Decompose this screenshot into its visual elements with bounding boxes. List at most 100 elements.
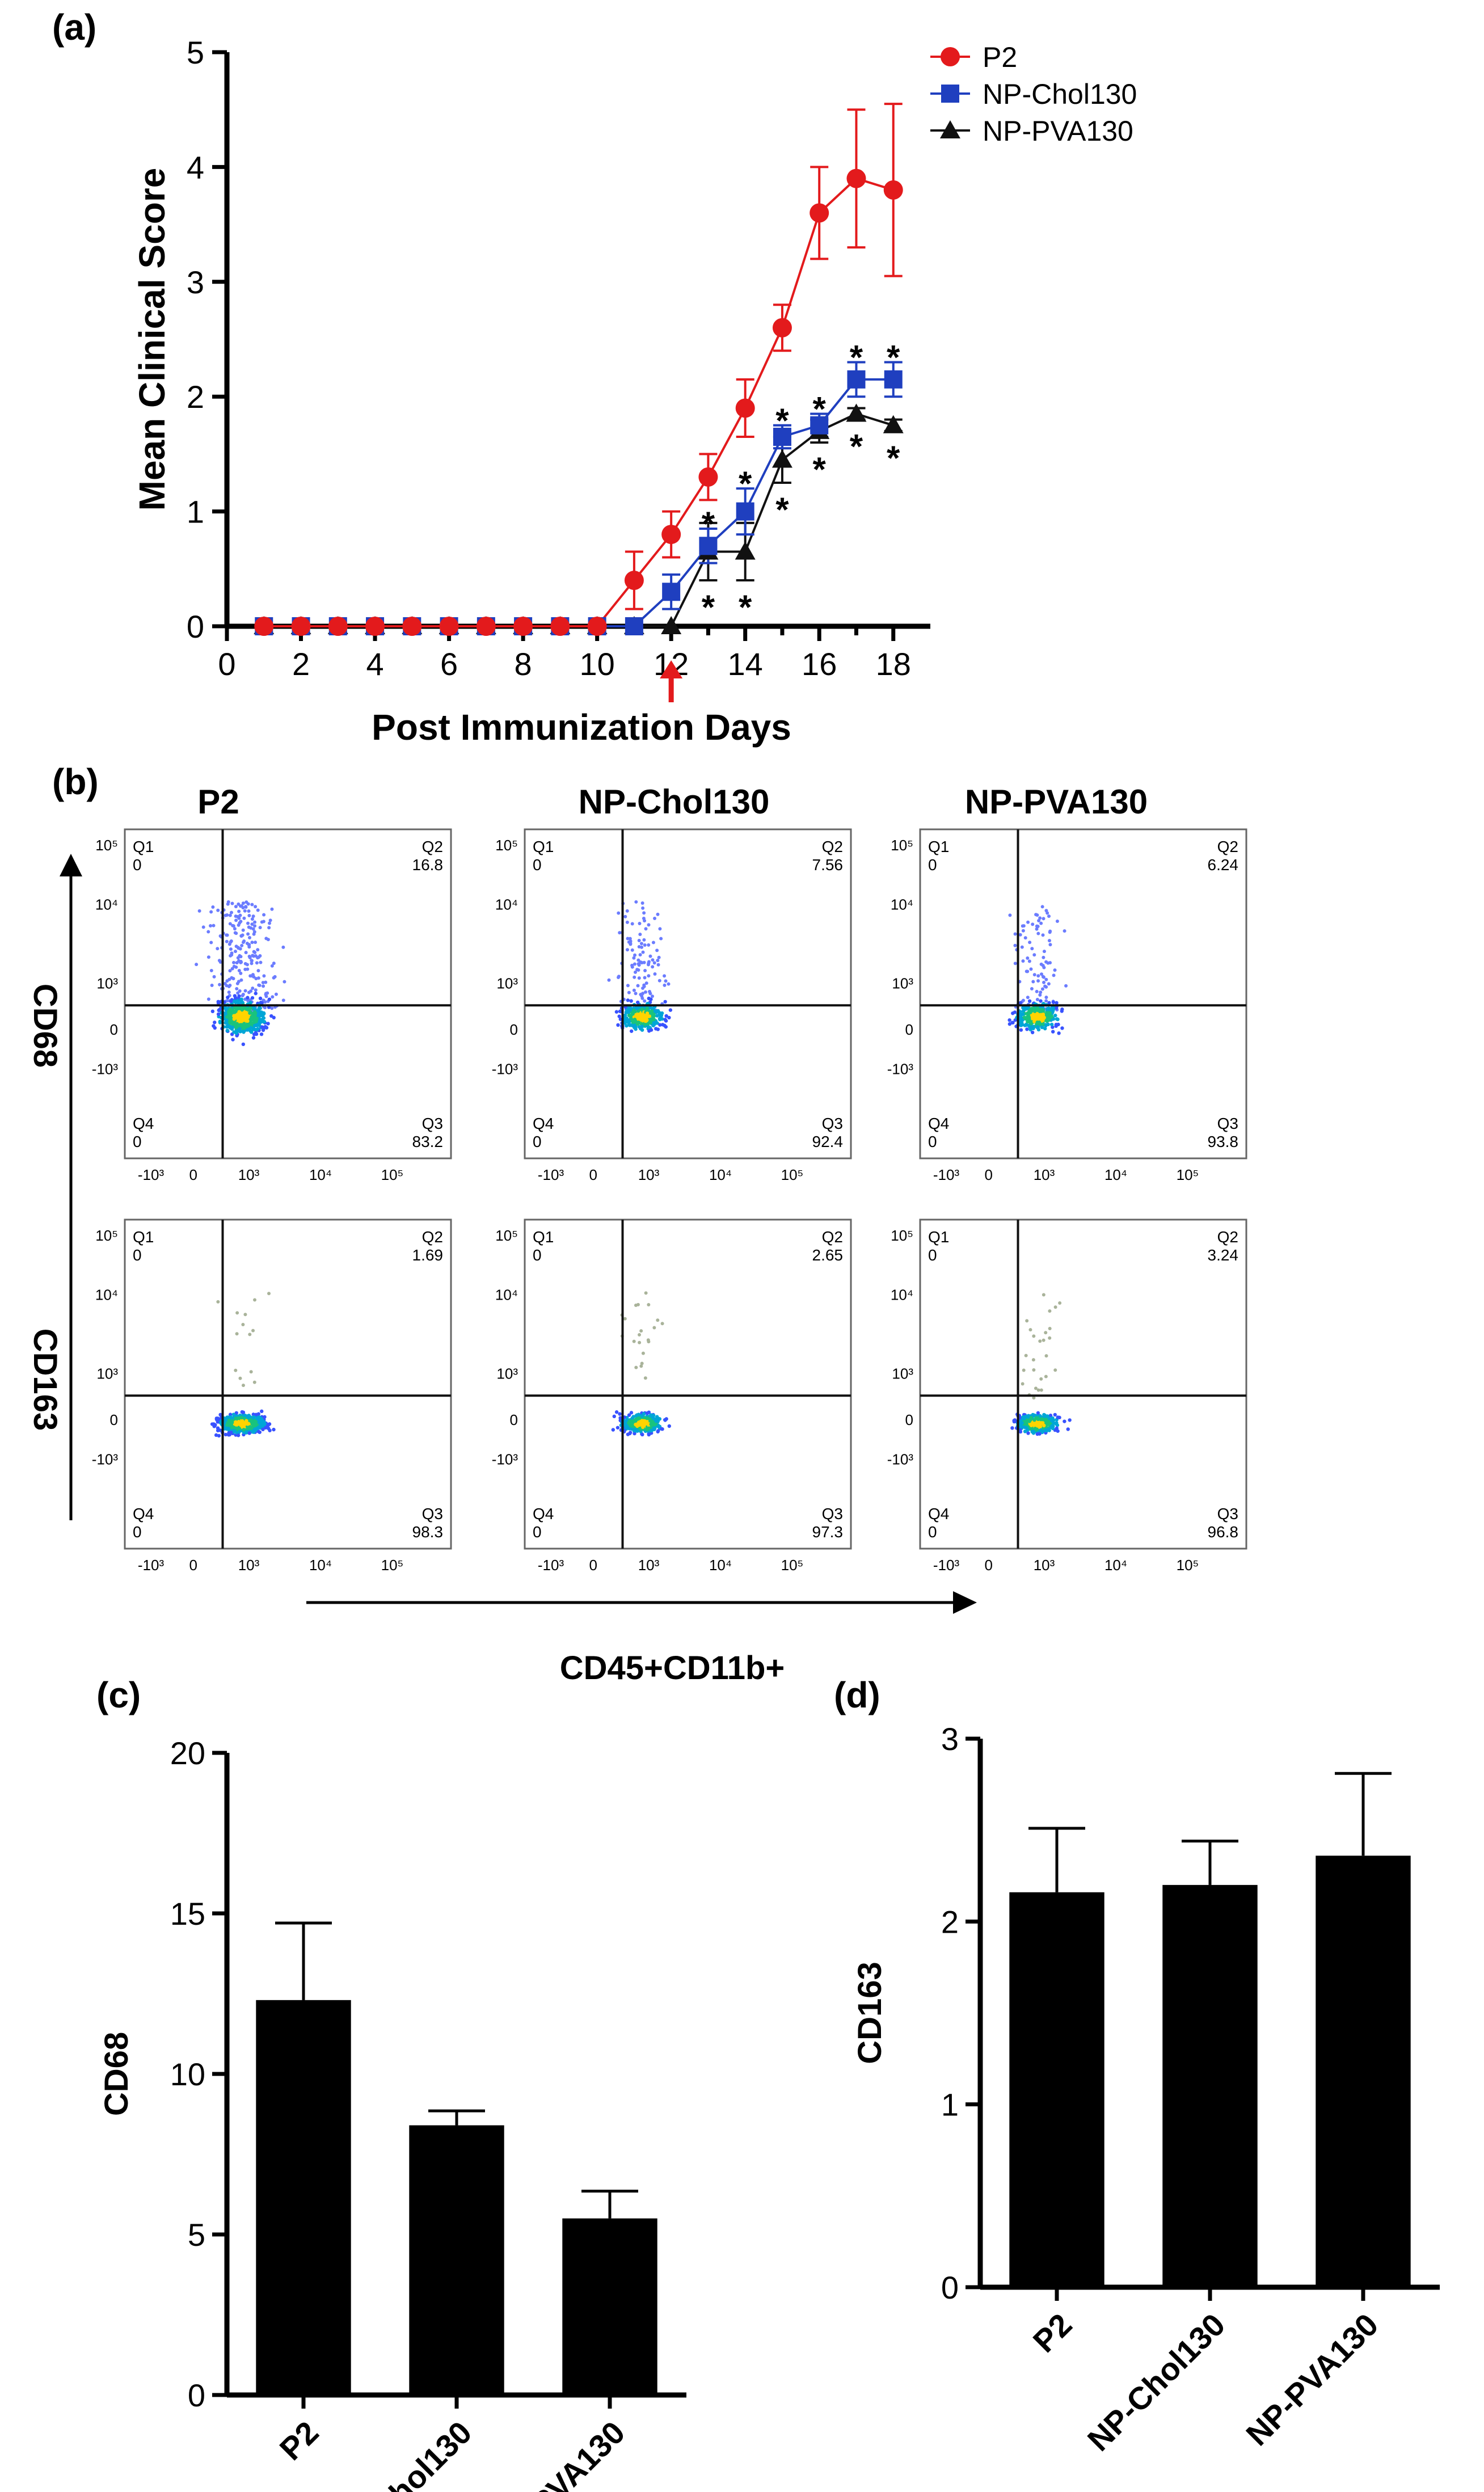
flow-dot [206, 955, 210, 959]
flow-dot [649, 997, 653, 1001]
flow-dot [229, 1415, 233, 1420]
flow-dot [626, 984, 630, 988]
quadrant-label-q4: Q4 [533, 1505, 554, 1523]
flow-dot [1025, 1426, 1028, 1430]
flow-dot [616, 1023, 620, 1027]
flow-dot [617, 911, 621, 915]
flow-dot [266, 1022, 270, 1026]
flow-dot [1029, 1423, 1034, 1428]
flow-dot [250, 962, 254, 965]
flow-dot [627, 1413, 631, 1417]
data-point-P2 [550, 617, 570, 636]
significance-star: * [850, 428, 863, 466]
flow-dot [1008, 913, 1012, 917]
red-arrow-head [660, 660, 683, 678]
flow-dot [258, 996, 263, 1001]
quadrant-value-q1: 0 [533, 856, 542, 874]
flow-dot [1039, 990, 1043, 994]
flow-dot [643, 943, 647, 947]
flow-dot [1035, 1021, 1039, 1024]
flow-dot [1036, 931, 1040, 935]
flow-x-tick-label: 10³ [238, 1557, 260, 1574]
significance-star: * [739, 588, 752, 626]
flow-dot [246, 932, 250, 936]
flow-dot [647, 923, 651, 927]
flow-dot [1057, 1031, 1061, 1035]
flow-dot [267, 1427, 271, 1431]
flow-dot [642, 983, 646, 987]
quadrant-label-q3: Q3 [1217, 1505, 1238, 1523]
flow-dot [216, 1012, 221, 1017]
flow-dot [653, 916, 657, 920]
x-tick-label: 8 [515, 646, 532, 682]
flow-dot [226, 996, 230, 1000]
flow-dot [237, 923, 241, 927]
flow-y-tick-label: -10³ [887, 1450, 914, 1468]
flow-dot [651, 965, 655, 969]
flow-dot [1048, 1414, 1053, 1418]
flow-dot [252, 930, 256, 934]
flow-dot [227, 977, 231, 981]
flow-dot [1047, 914, 1051, 918]
flow-x-tick-label: 0 [189, 1166, 197, 1183]
flow-dot [627, 1431, 632, 1436]
quadrant-label-q2: Q2 [822, 1228, 843, 1246]
flow-dot [256, 1009, 260, 1013]
flow-dot [1030, 986, 1034, 990]
quadrant-value-q4: 0 [928, 1133, 937, 1150]
flow-dot [1038, 1432, 1042, 1436]
flow-dot [1035, 1016, 1039, 1020]
x-tick-label: 2 [292, 646, 310, 682]
flow-dot [239, 1023, 243, 1027]
flow-dot [654, 1419, 658, 1423]
quadrant-value-q1: 0 [928, 1246, 937, 1264]
data-point-P2 [846, 168, 866, 188]
quadrant-value-q3: 92.4 [812, 1133, 844, 1150]
flow-dot [229, 947, 233, 951]
flow-dot [239, 920, 243, 924]
flow-dot [1056, 1022, 1060, 1027]
flow-dot [614, 1010, 619, 1014]
data-point-P2 [513, 617, 533, 636]
panel-label-a: (a) [52, 7, 96, 48]
quadrant-value-q3: 83.2 [412, 1133, 444, 1150]
flow-dot [234, 950, 238, 954]
flow-dot [1036, 1411, 1040, 1415]
flow-dot [618, 1412, 622, 1416]
flow-dot [655, 948, 659, 952]
flow-dot [636, 962, 640, 966]
flow-dot [1037, 919, 1041, 923]
flow-x-tick-label: -10³ [933, 1166, 960, 1183]
flow-dot [218, 934, 222, 938]
flow-y-tick-label: 10⁴ [495, 896, 518, 913]
flow-dot [630, 1019, 635, 1023]
data-point-P2 [439, 617, 459, 636]
flow-dot [238, 947, 242, 951]
flow-dot [1036, 979, 1040, 983]
quadrant-label-q1: Q1 [533, 1228, 554, 1246]
flow-dot [1051, 1426, 1055, 1431]
flow-x-tick-label: 0 [589, 1166, 597, 1183]
flow-dot [641, 906, 645, 910]
flow-dot [272, 1427, 276, 1432]
flow-dot [1045, 1420, 1049, 1424]
flow-dot [612, 1414, 616, 1419]
data-point-NP-Chol130 [699, 537, 718, 555]
data-point-P2 [587, 617, 607, 636]
flow-dot [652, 1012, 656, 1017]
data-point-NP-Chol130 [773, 428, 791, 446]
x-tick-label: 18 [876, 646, 911, 682]
x-tick-label: 6 [440, 646, 458, 682]
flow-dot [237, 1416, 241, 1420]
flow-dot [643, 1376, 647, 1380]
flow-dot [201, 925, 205, 929]
flow-dot [1053, 1368, 1057, 1372]
flow-dot [1048, 930, 1052, 934]
flow-dot [1053, 968, 1057, 972]
flow-dot [258, 926, 262, 930]
flow-dot [240, 943, 244, 947]
flow-dot [250, 959, 254, 963]
flow-dot [231, 1038, 235, 1042]
flow-dot [625, 1024, 629, 1028]
flow-dot [1031, 1006, 1036, 1010]
